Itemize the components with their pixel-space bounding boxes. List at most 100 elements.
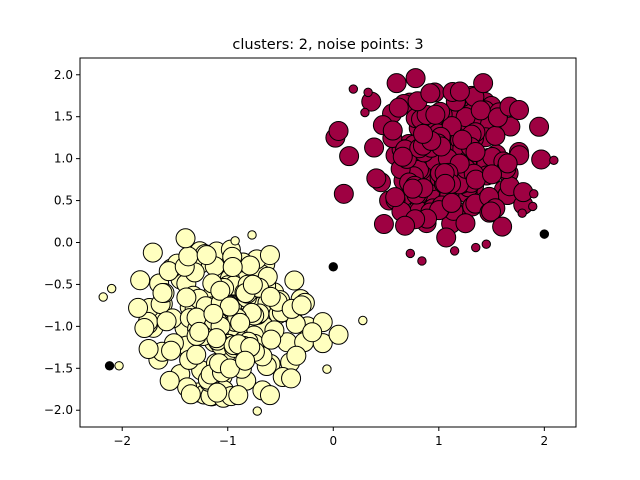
core-point xyxy=(134,318,155,339)
core-point xyxy=(159,370,180,391)
core-point xyxy=(465,142,486,163)
border-point xyxy=(322,364,332,374)
core-point xyxy=(441,192,462,213)
border-point xyxy=(358,315,368,326)
core-point xyxy=(291,295,312,316)
core-point xyxy=(260,286,281,307)
core-point xyxy=(259,385,280,406)
core-point xyxy=(402,178,423,199)
core-point xyxy=(261,329,282,350)
core-point xyxy=(425,104,446,125)
core-point xyxy=(130,270,151,291)
y-tick-label: 1.0 xyxy=(54,152,73,166)
x-tick-label: −1 xyxy=(219,434,237,448)
core-point xyxy=(235,350,256,371)
core-point xyxy=(228,385,249,406)
core-point xyxy=(366,168,387,189)
core-point xyxy=(328,120,349,141)
core-point xyxy=(455,213,476,234)
core-point xyxy=(473,73,494,94)
core-point xyxy=(152,282,173,303)
core-point xyxy=(382,120,403,141)
core-point xyxy=(178,246,199,267)
core-point xyxy=(492,216,513,237)
core-point xyxy=(176,287,197,308)
core-point xyxy=(405,68,426,89)
border-point xyxy=(529,189,539,199)
y-tick-label: −1.0 xyxy=(44,319,73,333)
core-point xyxy=(281,368,302,389)
border-point xyxy=(106,283,117,294)
border-point xyxy=(471,242,481,253)
chart-title: clusters: 2, noise points: 3 xyxy=(232,37,423,53)
core-point xyxy=(186,344,207,365)
core-point xyxy=(128,297,149,318)
core-point xyxy=(452,129,473,150)
x-tick-label: −2 xyxy=(113,434,131,448)
core-point xyxy=(242,274,263,295)
noise-point xyxy=(539,229,550,239)
core-point xyxy=(413,123,434,144)
border-point xyxy=(252,406,262,416)
core-point xyxy=(142,242,163,263)
core-point xyxy=(470,100,491,121)
y-tick-label: −0.5 xyxy=(44,277,73,291)
y-tick-label: 0.5 xyxy=(54,194,73,208)
core-point xyxy=(161,340,182,361)
core-point xyxy=(388,97,409,118)
core-point xyxy=(485,125,506,146)
points-layer xyxy=(98,68,559,416)
core-point xyxy=(420,83,441,104)
core-point xyxy=(339,146,360,167)
border-point xyxy=(98,292,108,302)
border-point xyxy=(348,84,359,94)
noise-point xyxy=(104,361,115,371)
core-point xyxy=(210,280,231,301)
core-point xyxy=(395,215,416,236)
border-point xyxy=(363,87,373,98)
border-point xyxy=(360,107,370,118)
core-point xyxy=(364,137,385,158)
x-tick-label: 2 xyxy=(541,434,549,448)
x-tick-label: 0 xyxy=(329,434,337,448)
core-point xyxy=(449,81,470,102)
x-axis-ticks: −2 −1 0 1 2 xyxy=(113,427,548,448)
core-point xyxy=(230,312,251,333)
series-1-points xyxy=(98,228,368,416)
core-point xyxy=(175,228,196,249)
core-point xyxy=(497,153,518,174)
core-point xyxy=(302,322,323,343)
core-point xyxy=(189,321,210,342)
border-point xyxy=(114,361,124,371)
border-point xyxy=(247,230,257,240)
border-point xyxy=(517,208,527,218)
border-point xyxy=(417,256,427,266)
core-point xyxy=(481,164,502,185)
y-tick-label: 0.0 xyxy=(54,236,73,250)
core-point xyxy=(509,99,530,120)
core-point xyxy=(138,339,159,360)
border-point xyxy=(481,239,491,249)
core-point xyxy=(385,187,406,208)
core-point xyxy=(203,303,224,324)
core-point xyxy=(373,214,394,235)
core-point xyxy=(392,146,413,167)
border-point xyxy=(528,201,538,212)
core-point xyxy=(286,345,307,366)
core-point xyxy=(156,311,177,332)
core-point xyxy=(435,173,456,194)
series-0-points xyxy=(325,68,559,266)
core-point xyxy=(436,227,457,248)
core-point xyxy=(529,116,550,137)
core-point xyxy=(284,270,305,291)
core-point xyxy=(206,328,227,349)
core-point xyxy=(222,256,243,277)
core-point xyxy=(239,255,260,276)
core-point xyxy=(386,73,407,94)
y-tick-label: −2.0 xyxy=(44,403,73,417)
y-axis-ticks: −2.0 −1.5 −1.0 −0.5 0.0 0.5 1.0 1.5 2.0 xyxy=(44,68,80,417)
core-point xyxy=(196,245,217,266)
core-point xyxy=(333,183,354,204)
